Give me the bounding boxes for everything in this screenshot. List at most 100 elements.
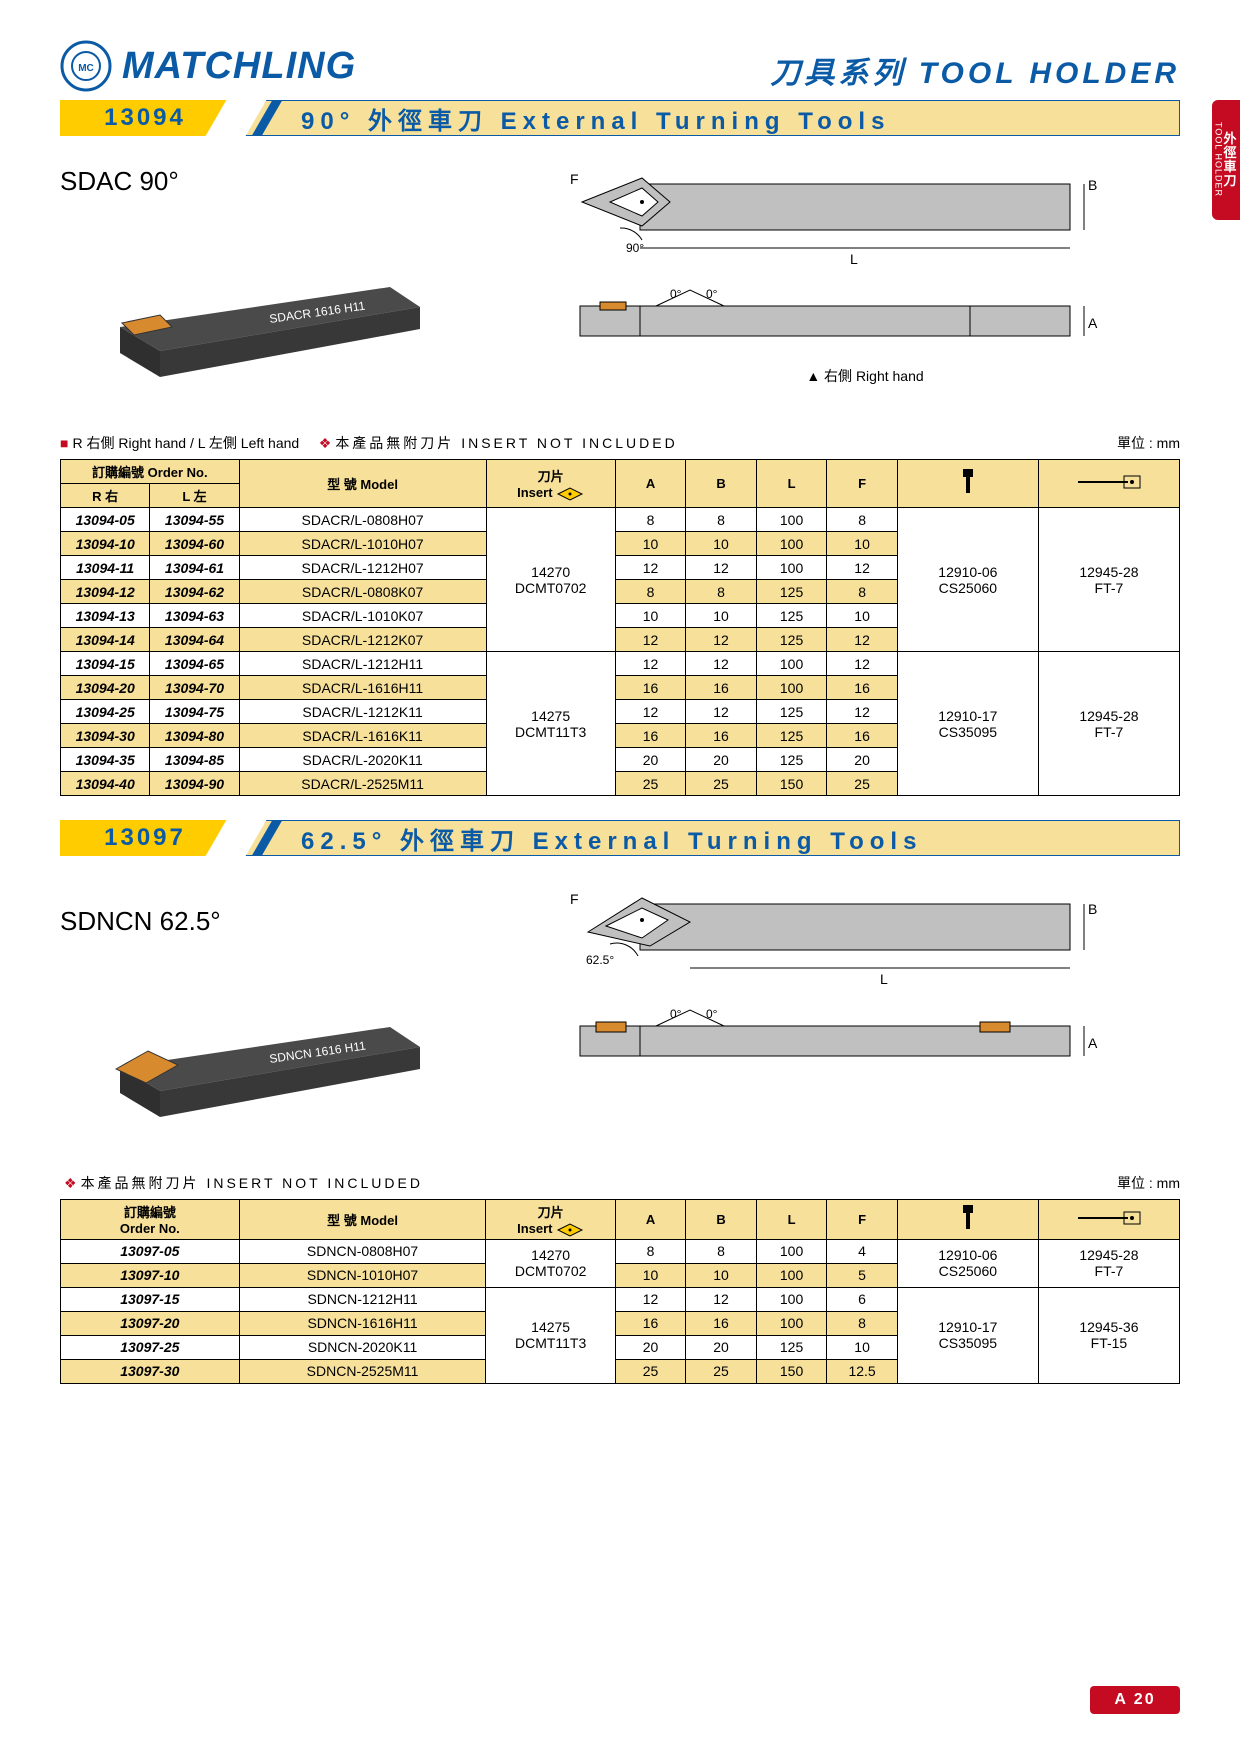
svg-text:A: A (1088, 315, 1098, 331)
table-cell: 13094-90 (150, 772, 239, 796)
th-b: B (686, 460, 757, 508)
table-cell: 125 (756, 700, 827, 724)
diagram-top: F B 90° L 0° 0° A ▲ 右側 Right hand (550, 166, 1180, 407)
table-cell: 12 (827, 652, 898, 676)
svg-text:L: L (850, 251, 858, 266)
th-a: A (615, 1200, 686, 1240)
table-cell: 100 (756, 652, 827, 676)
spec-table-2: 訂購編號 Order No. 型 號 Model 刀片 Insert A B L… (60, 1199, 1180, 1384)
table-cell: 16 (615, 724, 686, 748)
th-l: L 左 (150, 484, 239, 508)
screw-icon (960, 1203, 976, 1233)
th-l: L (756, 460, 827, 508)
table-cell: 16 (615, 676, 686, 700)
table-cell: SDACR/L-1010K07 (239, 604, 486, 628)
th-order: 訂購編號 Order No. (61, 460, 240, 484)
th-f: F (827, 1200, 898, 1240)
table-cell: SDACR/L-2020K11 (239, 748, 486, 772)
table-cell: 12 (615, 700, 686, 724)
th-a: A (615, 460, 686, 508)
table-cell: 6 (827, 1287, 898, 1311)
table-cell: 8 (686, 580, 757, 604)
table-cell: 12910-17 CS35095 (897, 652, 1038, 796)
diagram-top-2: F B 62.5° L 0° 0° A (550, 886, 1180, 1147)
table-cell: 16 (615, 1311, 686, 1335)
table-cell: 12 (686, 556, 757, 580)
svg-text:B: B (1088, 177, 1097, 193)
table-cell: 125 (756, 580, 827, 604)
table-cell: 16 (686, 724, 757, 748)
table-row: 13097-05SDNCN-0808H0714270 DCMT070288100… (61, 1239, 1180, 1263)
table-cell: 8 (827, 580, 898, 604)
table-cell: 100 (756, 508, 827, 532)
table-cell: 14275 DCMT11T3 (486, 1287, 615, 1383)
table-cell: 20 (686, 1335, 757, 1359)
th-screw-icon (897, 1200, 1038, 1240)
table-cell: 8 (615, 508, 686, 532)
table-cell: SDNCN-1212H11 (239, 1287, 486, 1311)
table-cell: 12 (686, 652, 757, 676)
table-cell: SDACR/L-1212H07 (239, 556, 486, 580)
table-cell: 8 (615, 1239, 686, 1263)
th-b: B (686, 1200, 757, 1240)
table-cell: 8 (827, 1311, 898, 1335)
th-key-icon (1038, 1200, 1179, 1240)
table-cell: 13094-60 (150, 532, 239, 556)
table-cell: 12 (827, 628, 898, 652)
th-order: 訂購編號 Order No. (61, 1200, 240, 1240)
table-cell: 100 (756, 532, 827, 556)
th-r: R 右 (61, 484, 150, 508)
table-cell: 12 (615, 628, 686, 652)
table-cell: SDNCN-1010H07 (239, 1263, 486, 1287)
page: MC MATCHLING 刀具系列 TOOL HOLDER 13094 90° … (0, 0, 1240, 1424)
table-cell: 13097-30 (61, 1359, 240, 1383)
table-row: 13094-1513094-65SDACR/L-1212H1114275 DCM… (61, 652, 1180, 676)
unit-label: 單位 : mm (1117, 1173, 1180, 1193)
table-cell: 13094-12 (61, 580, 150, 604)
side-tab-cn: 外徑車刀 (1224, 132, 1237, 188)
product-name: SDAC 90° (60, 166, 510, 197)
table-cell: 12 (615, 556, 686, 580)
table-cell: 13094-70 (150, 676, 239, 700)
svg-text:F: F (570, 891, 579, 907)
table-cell: 125 (756, 748, 827, 772)
table-cell: 100 (756, 1287, 827, 1311)
unit-label: 單位 : mm (1117, 433, 1180, 453)
table-cell: 10 (615, 1263, 686, 1287)
table-cell: SDNCN-0808H07 (239, 1239, 486, 1263)
table-cell: 13094-25 (61, 700, 150, 724)
table-cell: 10 (686, 1263, 757, 1287)
table-cell: 10 (615, 532, 686, 556)
svg-text:A: A (1088, 1035, 1098, 1051)
table-row: 13097-15SDNCN-1212H1114275 DCMT11T312121… (61, 1287, 1180, 1311)
table-cell: 125 (756, 1335, 827, 1359)
table-cell: 12 (686, 700, 757, 724)
table-cell: 13094-55 (150, 508, 239, 532)
table-cell: 12945-28 FT-7 (1038, 508, 1179, 652)
table-cell: 12 (615, 1287, 686, 1311)
tool-3d-render: SDACR 1616 H11 (60, 207, 480, 407)
table-cell: 150 (756, 772, 827, 796)
table-cell: 13094-14 (61, 628, 150, 652)
table-cell: 13094-75 (150, 700, 239, 724)
table-cell: 13094-61 (150, 556, 239, 580)
table-cell: 13094-64 (150, 628, 239, 652)
table-cell: 14270 DCMT0702 (486, 1239, 615, 1287)
table-cell: 10 (827, 604, 898, 628)
th-key-icon (1038, 460, 1179, 508)
table-cell: 16 (827, 724, 898, 748)
table-cell: 150 (756, 1359, 827, 1383)
table-cell: 13094-40 (61, 772, 150, 796)
table-cell: 12945-28 FT-7 (1038, 1239, 1179, 1287)
screw-icon (960, 467, 976, 497)
legend-row-2: ❖本產品無附刀片 INSERT NOT INCLUDED 單位 : mm (60, 1173, 1180, 1193)
table-cell: 10 (615, 604, 686, 628)
table-cell: 12910-06 CS25060 (897, 1239, 1038, 1287)
table-cell: 16 (686, 1311, 757, 1335)
table-cell: 10 (827, 532, 898, 556)
table-cell: SDACR/L-1212K07 (239, 628, 486, 652)
table-cell: 13097-10 (61, 1263, 240, 1287)
table-cell: 13094-62 (150, 580, 239, 604)
table-cell: 12 (827, 700, 898, 724)
table-cell: SDACR/L-1616H11 (239, 676, 486, 700)
